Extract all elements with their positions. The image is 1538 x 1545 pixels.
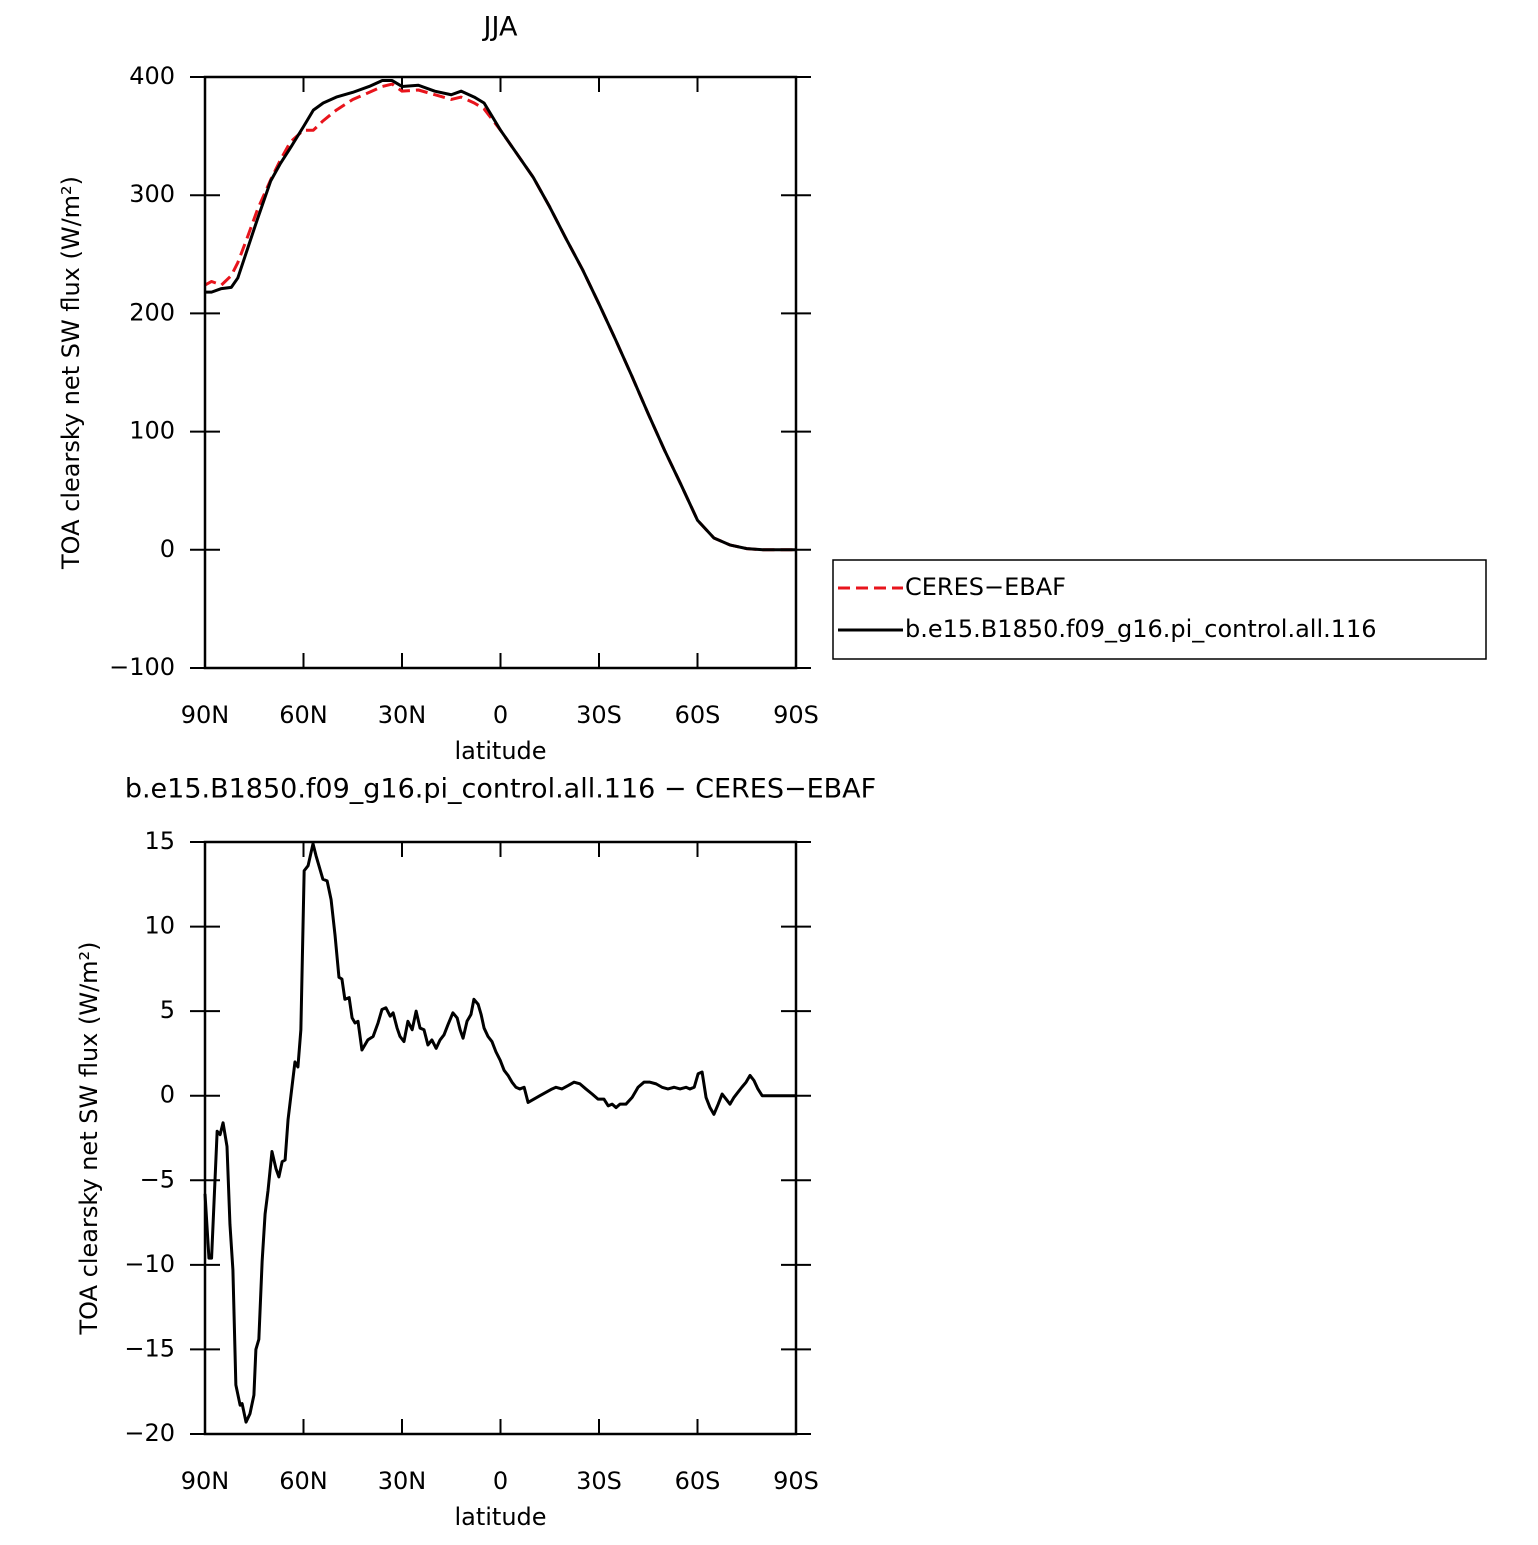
- data-line: [205, 79, 796, 552]
- x-tick-label: 60N: [279, 1467, 328, 1495]
- y-tick-label: 0: [160, 535, 175, 563]
- x-tick-label: 0: [493, 1467, 508, 1495]
- y-tick-label: 15: [144, 827, 175, 855]
- legend-box: [832, 559, 1487, 660]
- y-tick-label: −20: [124, 1419, 175, 1447]
- plot-frame: [203, 75, 798, 670]
- x-axis-label: latitude: [454, 737, 546, 765]
- x-tick-label: 30S: [576, 1467, 622, 1495]
- data-line: [203, 842, 796, 1424]
- x-tick-label: 60S: [675, 1467, 721, 1495]
- x-tick-label: 30N: [378, 1467, 427, 1495]
- x-tick-label: 90N: [181, 1467, 230, 1495]
- y-tick-label: −10: [124, 1250, 175, 1278]
- x-tick-label: 60S: [675, 701, 721, 729]
- chart-title: b.e15.B1850.f09_g16.pi_control.all.116 −…: [125, 774, 876, 805]
- x-axis-label: latitude: [454, 1503, 546, 1531]
- x-tick-label: 30N: [378, 701, 427, 729]
- y-tick-label: 5: [160, 996, 175, 1024]
- y-axis-label: TOA clearsky net SW flux (W/m²): [57, 176, 85, 570]
- x-tick-label: 30S: [576, 701, 622, 729]
- data-line: [204, 82, 796, 552]
- y-tick-label: −100: [109, 653, 175, 681]
- y-tick-label: 200: [129, 298, 175, 326]
- y-tick-label: 100: [129, 417, 175, 445]
- x-tick-label: 0: [493, 701, 508, 729]
- y-tick-label: −5: [140, 1165, 175, 1193]
- y-axis-label: TOA clearsky net SW flux (W/m²): [75, 941, 103, 1335]
- x-tick-label: 90S: [773, 701, 819, 729]
- chart-title: JJA: [482, 12, 518, 43]
- y-tick-label: −15: [124, 1334, 175, 1362]
- legend-label: b.e15.B1850.f09_g16.pi_control.all.116: [905, 615, 1377, 643]
- x-tick-label: 90N: [181, 701, 230, 729]
- x-tick-label: 60N: [279, 701, 328, 729]
- y-tick-label: 0: [160, 1081, 175, 1109]
- y-tick-label: 400: [129, 62, 175, 90]
- y-tick-label: 300: [129, 180, 175, 208]
- x-tick-label: 90S: [773, 1467, 819, 1495]
- legend-label: CERES−EBAF: [905, 573, 1066, 601]
- y-tick-label: 10: [144, 912, 175, 940]
- plot-frame: [203, 840, 798, 1436]
